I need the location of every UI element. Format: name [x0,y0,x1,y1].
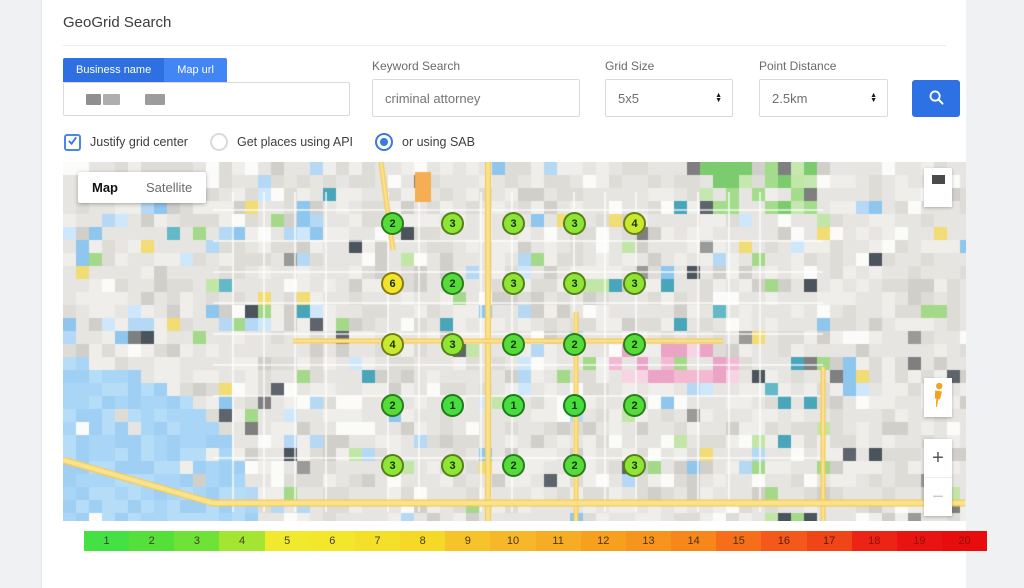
grid-point-rank[interactable]: 3 [623,454,646,477]
map-view-button[interactable]: Map [92,180,118,195]
satellite-view-button[interactable]: Satellite [146,180,193,195]
justify-grid-center-label: Justify grid center [90,135,188,149]
grid-point-rank[interactable]: 1 [563,394,586,417]
search-button[interactable] [912,80,960,117]
grid-point-rank[interactable]: 3 [502,212,525,235]
fullscreen-icon [932,175,945,184]
tab-business-name[interactable]: Business name [63,58,165,82]
point-distance-select[interactable]: 2.5km ▲ ▼ [759,79,888,117]
redacted-text-block [86,93,101,105]
select-arrows-icon: ▲ ▼ [715,92,722,104]
grid-point-rank[interactable]: 4 [381,333,404,356]
grid-point-rank[interactable]: 2 [381,212,404,235]
scale-cell: 12 [580,531,626,551]
justify-grid-center-checkbox[interactable] [64,133,81,151]
scale-cell: 17 [806,531,852,551]
grid-point-rank[interactable]: 2 [502,333,525,356]
scale-cell: 5 [264,531,310,551]
title-divider [63,45,946,46]
get-places-api-radio[interactable] [209,133,228,151]
grid-point-rank[interactable]: 3 [441,454,464,477]
scale-wrapper: 1 2 3 4 5 6 7 8 9 10 11 12 13 14 15 16 17 18 19 20 [63,162,988,570]
scale-cell: 20 [941,531,988,551]
scale-cell: 1 [84,531,130,551]
scale-cell: 16 [761,531,807,551]
scale-cell: 9 [445,531,491,551]
fullscreen-button[interactable] [924,168,952,207]
redacted-text-block [145,93,165,105]
grid-point-rank[interactable]: 2 [623,333,646,356]
grid-point-rank[interactable]: 2 [441,272,464,295]
select-arrows-icon: ▲ ▼ [870,92,877,104]
grid-point-rank[interactable]: 3 [623,272,646,295]
point-distance-label: Point Distance [759,59,837,73]
grid-point-rank[interactable]: 1 [441,394,464,417]
zoom-in-button[interactable]: + [924,439,952,477]
page-title: GeoGrid Search [63,14,172,31]
grid-point-rank[interactable]: 1 [502,394,525,417]
scale-cell: 14 [671,531,717,551]
using-sab-label: or using SAB [402,135,475,149]
tab-map-url[interactable]: Map url [164,58,227,82]
grid-point-rank[interactable]: 6 [381,272,404,295]
business-name-input[interactable] [63,82,350,116]
grid-point-rank[interactable]: 2 [502,454,525,477]
scale-cell: 18 [851,531,897,551]
grid-point-rank[interactable]: 3 [441,333,464,356]
scale-cell: 6 [309,531,355,551]
grid-point-rank[interactable]: 3 [441,212,464,235]
scale-cell: 15 [716,531,762,551]
rank-color-scale: 1 2 3 4 5 6 7 8 9 10 11 12 13 14 15 16 17 18 19 20 [84,531,988,551]
grid-point-rank[interactable]: 3 [381,454,404,477]
search-icon [928,89,945,109]
scale-cell: 8 [400,531,446,551]
grid-point-rank[interactable]: 2 [623,394,646,417]
grid-size-select[interactable]: 5x5 ▲ ▼ [605,79,733,117]
scale-cell: 13 [625,531,672,551]
point-distance-value: 2.5km [772,90,808,106]
grid-point-rank[interactable]: 3 [502,272,525,295]
options-row: Justify grid center Get places using API… [64,131,497,153]
grid-point-rank[interactable]: 2 [563,454,586,477]
grid-point-rank[interactable]: 2 [563,333,586,356]
grid-size-value: 5x5 [618,90,639,106]
scale-cell: 10 [490,531,536,551]
scale-cell: 3 [174,531,220,551]
checkmark-icon [67,133,78,151]
get-places-api-label: Get places using API [236,135,354,149]
redacted-text-block [103,93,120,105]
keyword-search-input[interactable] [372,79,580,117]
scale-cell: 7 [354,531,401,551]
street-view-pegman-button[interactable] [924,378,952,417]
search-mode-tabs: Business name Map url [63,58,227,82]
scale-cell: 2 [129,531,175,551]
grid-point-rank[interactable]: 2 [381,394,404,417]
scale-cell: 11 [535,531,581,551]
grid-size-label: Grid Size [605,59,655,73]
grid-point-rank[interactable]: 4 [623,212,646,235]
zoom-control: + − [924,439,952,516]
keyword-search-label: Keyword Search [372,59,461,73]
geogrid-panel: GeoGrid Search Business name Map url Key… [41,0,988,588]
grid-point-rank[interactable]: 3 [563,212,586,235]
grid-point-rank[interactable]: 3 [563,272,586,295]
zoom-out-button[interactable]: − [924,477,952,516]
scale-cell: 19 [896,531,942,551]
map-canvas-area[interactable]: Map Satellite + − 2 3 3 3 4 6 2 3 3 3 4 3 2 2 2 2 1 1 1 2 3 3… [63,162,966,521]
scale-cell: 4 [219,531,265,551]
pegman-icon [929,382,947,413]
map-type-control: Map Satellite [78,172,207,203]
using-sab-radio[interactable] [375,133,394,151]
